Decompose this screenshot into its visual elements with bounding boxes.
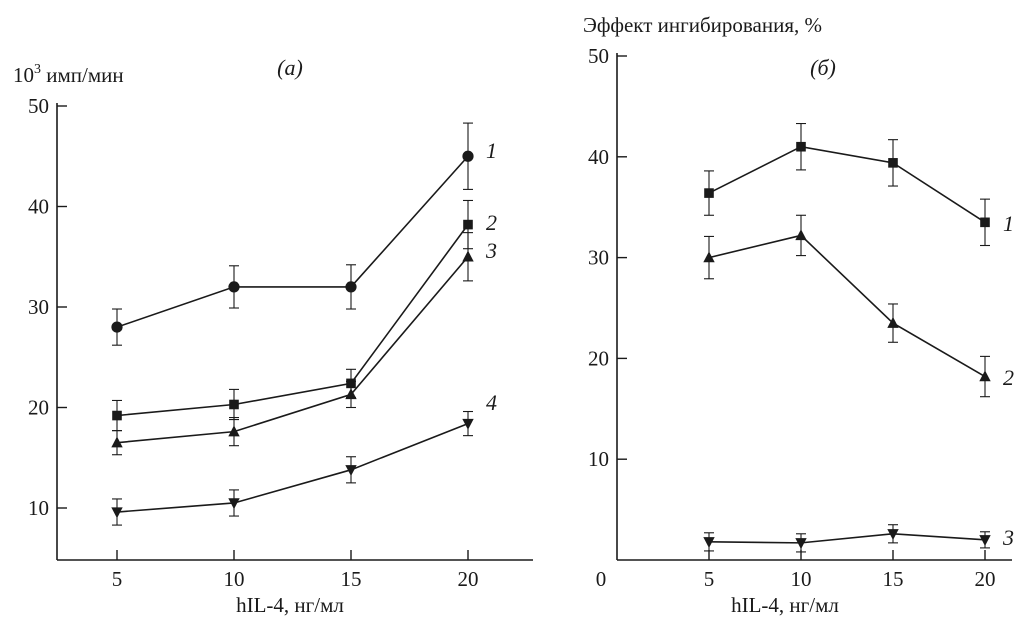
x-tick-label: 5 [704,567,715,591]
x-tick-label: 15 [883,567,904,591]
y-tick-label: 50 [28,94,49,118]
series-4: 4 [111,390,497,526]
y-axis-title-a: 103 имп/мин [13,62,124,87]
data-point [229,399,239,410]
y-axis-title-a-exp: 3 [34,62,41,77]
data-point [228,425,240,437]
data-point [795,538,807,550]
chart-panel-b: 10 20 30 40 50 0 5 10 15 20 1 2 3 (б) Эффект ингиб… [583,13,1014,617]
data-point [796,141,806,152]
data-point [888,158,898,168]
x-tick-label: 10 [791,567,812,591]
y-tick-label: 30 [588,246,609,270]
data-point [345,388,357,400]
data-point [111,436,123,448]
y-tick-label: 20 [588,346,609,370]
data-point [112,410,122,421]
data-point [111,507,123,519]
series-label: 3 [1002,525,1014,550]
data-point [111,321,123,333]
series-line [116,422,469,513]
panel-label-a: (a) [277,55,303,80]
series-3: 3 [703,524,1014,553]
x-tick-label: 5 [112,567,123,591]
series-label: 1 [486,138,497,163]
x-tick-label: 0 [596,567,607,591]
data-point [979,535,991,547]
x-axis-title-b: hIL-4, нг/мл [731,593,839,617]
series-line [708,145,986,223]
data-point [463,219,473,230]
x-tick-label: 20 [975,567,996,591]
x-tick-label: 20 [458,567,479,591]
series-3: 3 [111,232,497,456]
x-axis-title-a: hIL-4, нг/мл [236,593,344,617]
y-tick-label: 10 [28,496,49,520]
series-line [708,234,986,378]
data-point [703,537,715,549]
series-line [116,224,469,417]
series-2: 2 [703,214,1014,398]
panel-label-b: (б) [810,55,836,80]
series-line [708,532,986,544]
data-point [887,529,899,540]
data-point [345,465,357,477]
y-tick-label: 30 [28,295,49,319]
data-point [462,150,474,162]
series-line [116,155,469,328]
y-tick-label: 40 [588,145,609,169]
data-point [795,229,807,241]
data-point [887,316,899,328]
y-tick-label: 40 [28,195,49,219]
series-1: 1 [704,122,1014,247]
data-point [462,250,474,262]
series-label: 2 [486,210,497,235]
series-label: 1 [1003,211,1014,236]
series-line [116,256,469,444]
series-1: 1 [111,122,497,346]
y-axis-title-a-unit: имп/мин [41,63,124,87]
series-label: 2 [1003,365,1014,390]
data-point [704,188,714,198]
x-tick-label: 10 [224,567,245,591]
y-tick-label: 20 [28,396,49,420]
data-point [345,281,357,293]
y-axis-title-a-base: 10 [13,63,34,87]
data-point [228,281,240,293]
x-tick-label: 15 [341,567,362,591]
data-point [979,370,991,382]
data-point [228,498,240,510]
series-label: 3 [485,238,497,263]
data-point [462,418,474,430]
y-tick-label: 50 [588,44,609,68]
data-point [980,217,990,228]
y-tick-label: 10 [588,447,609,471]
data-point [703,251,715,263]
series-2: 2 [112,199,497,432]
series-label: 4 [486,390,497,415]
y-axis-title-b: Эффект ингибирования, % [583,13,822,37]
